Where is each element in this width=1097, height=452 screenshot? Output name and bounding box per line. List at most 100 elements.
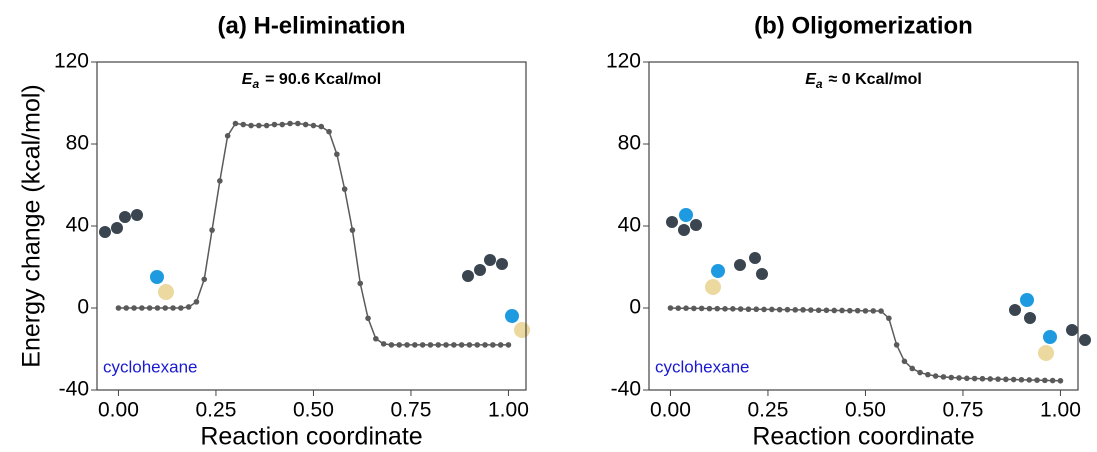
atom <box>131 209 143 221</box>
point <box>451 342 457 348</box>
annotation-text: = 90.6 Kcal/mol <box>265 71 381 88</box>
x-tick-label: 0.50 <box>293 399 334 422</box>
atom <box>734 259 746 271</box>
point <box>854 307 861 314</box>
y-tick-label: 0 <box>629 296 641 319</box>
atom <box>1043 330 1057 344</box>
x-tick-label: 0.50 <box>845 399 886 422</box>
point <box>862 308 869 314</box>
atom <box>690 219 702 231</box>
point <box>146 305 153 311</box>
point <box>209 227 215 233</box>
atom <box>1024 312 1036 324</box>
point <box>318 123 325 130</box>
point <box>839 307 845 314</box>
atom <box>666 216 678 228</box>
y-tick-label: 120 <box>606 50 641 73</box>
point <box>357 280 364 287</box>
atom <box>505 309 519 323</box>
point <box>443 342 449 348</box>
plot-frame <box>648 61 1079 391</box>
y-tick-label: 40 <box>618 214 641 237</box>
point <box>932 373 939 379</box>
point <box>240 121 247 128</box>
line <box>118 122 509 346</box>
point <box>123 305 130 311</box>
point <box>675 305 682 312</box>
point <box>1049 377 1056 384</box>
point <box>917 369 923 376</box>
point <box>419 342 426 348</box>
point <box>886 315 892 322</box>
point <box>1010 376 1017 383</box>
point <box>248 122 254 129</box>
point <box>263 122 270 129</box>
point <box>893 342 900 348</box>
atom <box>1079 334 1091 346</box>
chart-title: (a) H-elimination <box>217 12 405 39</box>
point <box>279 121 286 128</box>
point <box>217 178 223 184</box>
x-axis-label: Reaction coordinate <box>752 423 974 451</box>
point <box>971 375 978 382</box>
annotation-text: ≈ 0 Kcal/mol <box>829 71 922 88</box>
point <box>505 342 512 348</box>
x-tick-label: 0.25 <box>748 399 789 422</box>
annotation-subscript: a <box>816 77 823 91</box>
point <box>925 371 931 378</box>
point <box>341 186 348 192</box>
point <box>474 342 481 348</box>
point <box>287 120 293 127</box>
point <box>831 307 838 314</box>
atom <box>678 224 690 236</box>
atom <box>119 211 131 223</box>
point <box>800 307 806 313</box>
x-tick-label: 1.00 <box>1040 399 1081 422</box>
point <box>1003 376 1009 383</box>
point <box>691 305 697 312</box>
point <box>271 121 278 128</box>
point <box>714 305 721 312</box>
atom <box>711 264 725 278</box>
point <box>310 122 317 129</box>
label: cyclohexane <box>655 357 750 376</box>
point <box>404 342 410 348</box>
atom <box>756 268 768 280</box>
x-tick-label: 0.00 <box>650 399 691 422</box>
point <box>388 342 395 348</box>
point <box>987 376 994 382</box>
atom <box>514 322 530 338</box>
y-tick-label: 120 <box>54 50 89 73</box>
atom <box>1066 324 1078 336</box>
atom <box>150 270 164 284</box>
point <box>256 122 262 129</box>
point <box>901 358 908 365</box>
point <box>730 306 736 312</box>
atom <box>1038 345 1054 361</box>
atom <box>462 270 474 282</box>
atom <box>749 252 761 264</box>
atom <box>1009 304 1021 316</box>
atom <box>99 226 111 238</box>
point <box>185 304 192 310</box>
atom <box>484 254 496 266</box>
point <box>784 306 791 313</box>
point <box>115 305 122 311</box>
point <box>427 342 434 348</box>
point <box>458 342 465 348</box>
atom <box>1020 293 1034 307</box>
plot-frame <box>96 61 527 391</box>
point <box>349 227 356 233</box>
atom <box>111 222 123 234</box>
point <box>1042 377 1048 384</box>
atom <box>496 258 508 270</box>
point <box>753 306 760 313</box>
y-tick-label: 80 <box>618 132 641 155</box>
point <box>823 307 830 314</box>
point <box>497 342 504 348</box>
annotation: Ea ≈ 0 Kcal/mol <box>805 71 922 91</box>
point <box>1026 377 1033 383</box>
point <box>698 305 705 312</box>
atom <box>705 279 721 295</box>
